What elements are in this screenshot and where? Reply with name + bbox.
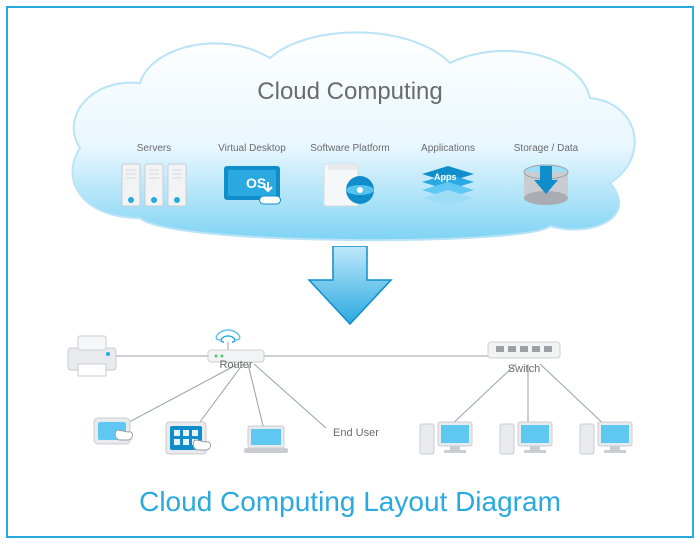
switch-icon <box>488 342 560 358</box>
service-virtual-desktop: Virtual Desktop OS <box>206 143 298 210</box>
servers-icon <box>118 160 190 210</box>
switch-label: Switch <box>508 363 540 375</box>
cloud-services-row: Servers <box>108 143 592 210</box>
desktop-pc-icon <box>580 422 632 454</box>
network-svg: Router Switch <box>48 318 668 483</box>
service-applications: Applications Apps <box>402 143 494 210</box>
desktop-pc-icon <box>420 422 472 454</box>
router-icon <box>208 330 264 362</box>
desktop-pc-icon <box>500 422 552 454</box>
mobile-device-icon <box>94 418 133 444</box>
diagram-frame: Cloud Computing Servers <box>6 6 694 538</box>
router-label: Router <box>219 359 252 371</box>
laptop-icon <box>244 426 288 453</box>
arrow-down-icon <box>305 246 395 326</box>
service-label: Servers <box>137 143 171 154</box>
svg-text:Apps: Apps <box>434 172 457 182</box>
cloud-region: Cloud Computing Servers <box>50 28 650 258</box>
diagram-title: Cloud Computing Layout Diagram <box>8 486 692 518</box>
service-label: Applications <box>421 143 475 154</box>
storage-data-icon <box>510 160 582 210</box>
service-label: Software Platform <box>310 143 389 154</box>
service-storage-data: Storage / Data <box>500 143 592 210</box>
end-user-label: End User <box>333 427 379 439</box>
software-platform-icon <box>314 160 386 210</box>
service-label: Storage / Data <box>514 143 578 154</box>
virtual-desktop-icon: OS <box>216 160 288 210</box>
applications-icon: Apps <box>412 160 484 210</box>
tablet-icon <box>166 422 211 454</box>
cloud-title: Cloud Computing <box>50 78 650 106</box>
service-software-platform: Software Platform <box>304 143 396 210</box>
network-region: Router Switch <box>48 318 652 478</box>
service-label: Virtual Desktop <box>218 143 286 154</box>
printer-icon <box>68 336 116 376</box>
service-servers: Servers <box>108 143 200 210</box>
svg-text:OS: OS <box>246 175 266 191</box>
